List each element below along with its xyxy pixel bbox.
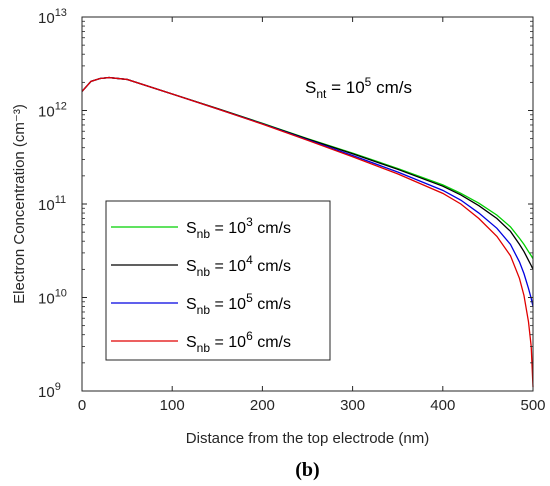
legend-label-part: S: [186, 220, 197, 237]
panel-label: (b): [295, 459, 319, 481]
legend-label-part: 3: [246, 215, 253, 229]
y-tick-base: 10: [38, 384, 55, 401]
annotation-tail: cm/s: [371, 78, 412, 97]
y-tick-base: 10: [38, 197, 55, 214]
legend-label-part: = 10: [210, 258, 246, 275]
annotation: Snt = 105 cm/s: [305, 75, 412, 101]
y-tick-label: 1011: [38, 194, 66, 214]
y-tick-label: 1012: [38, 101, 67, 121]
x-tick-label: 0: [78, 397, 86, 414]
annotation-mid: = 10: [326, 78, 364, 97]
legend-label-part: = 10: [210, 220, 246, 237]
annotation-symbol: S: [305, 78, 316, 97]
y-tick-exponent: 12: [55, 101, 67, 113]
legend-label-part: cm/s: [253, 296, 291, 313]
y-tick-base: 10: [38, 10, 55, 27]
legend-label-3: Snb = 105 cm/s: [186, 291, 291, 317]
x-tick-label: 100: [160, 397, 185, 414]
legend-label-part: nb: [197, 341, 211, 355]
y-tick-exponent: 9: [55, 381, 61, 393]
legend-label-part: cm/s: [253, 258, 291, 275]
annotation-subscript: nt: [316, 87, 327, 101]
legend-label-4: Snb = 106 cm/s: [186, 329, 291, 355]
y-tick-label: 1010: [38, 288, 67, 308]
y-tick-exponent: 11: [55, 194, 66, 206]
legend-label-part: 5: [246, 291, 253, 305]
y-tick-exponent: 13: [55, 7, 67, 19]
y-tick-label: 109: [38, 381, 61, 401]
x-tick-label: 400: [430, 397, 455, 414]
x-tick-label: 500: [520, 397, 545, 414]
legend-label-part: cm/s: [253, 334, 291, 351]
legend-label-2: Snb = 104 cm/s: [186, 253, 291, 279]
legend-label-part: cm/s: [253, 220, 291, 237]
x-tick-label: 300: [340, 397, 365, 414]
legend-label-part: S: [186, 296, 197, 313]
legend-label-part: = 10: [210, 296, 246, 313]
y-tick-exponent: 10: [55, 288, 67, 300]
legend-label-part: S: [186, 258, 197, 275]
legend-label-part: nb: [197, 227, 211, 241]
y-tick-base: 10: [38, 104, 55, 121]
series-line-4: [81, 76, 534, 388]
legend-label-part: 4: [246, 253, 253, 267]
x-axis-label: Distance from the top electrode (nm): [186, 430, 429, 447]
y-tick-base: 10: [38, 291, 55, 308]
legend-label-part: S: [186, 334, 197, 351]
annotation-superscript: 5: [365, 75, 372, 89]
y-axis-label: Electron Concentration (cm⁻³): [11, 104, 28, 304]
legend-label-part: nb: [197, 303, 211, 317]
series-layer: [81, 76, 534, 388]
legend-label-part: 6: [246, 329, 253, 343]
y-tick-label: 1013: [38, 7, 67, 27]
legend-label-part: nb: [197, 265, 211, 279]
x-tick-label: 200: [250, 397, 275, 414]
legend-label-part: = 10: [210, 334, 246, 351]
legend-label-1: Snb = 103 cm/s: [186, 215, 291, 241]
